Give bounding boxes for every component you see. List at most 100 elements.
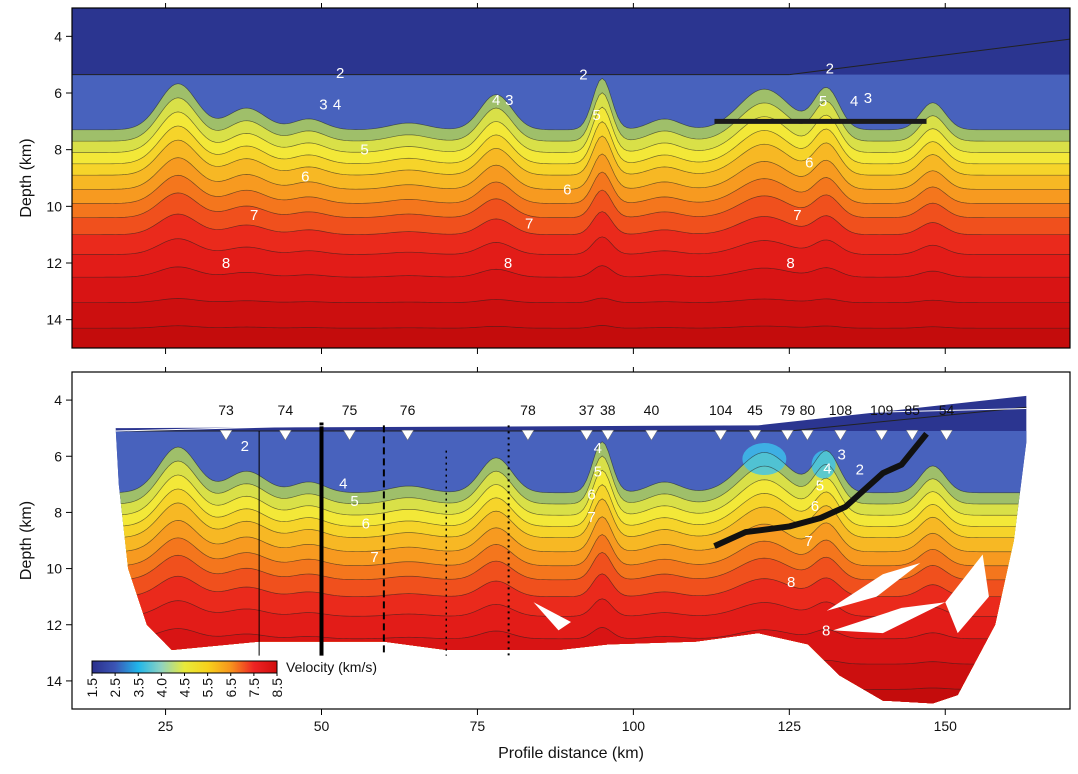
contour-label: 3 — [838, 447, 846, 464]
colorbar-tick-label: 6.5 — [223, 678, 239, 698]
contour-line — [72, 236, 1070, 255]
colorbar-tick-label: 8.5 — [269, 678, 285, 698]
station-marker — [601, 429, 615, 441]
contour-label: 6 — [811, 498, 819, 515]
station-label: 109 — [870, 402, 894, 418]
contour-label: 4 — [339, 475, 347, 492]
x-tick-label: 150 — [934, 718, 958, 734]
contour-label: 4 — [823, 461, 831, 478]
station-marker — [278, 429, 292, 441]
plot-frame — [71, 7, 1071, 349]
contour-label: 5 — [819, 93, 827, 110]
contour-label: 8 — [504, 255, 512, 272]
plot-frame — [71, 371, 1071, 710]
colorbar-label: Velocity (km/s) — [286, 659, 377, 675]
ray-gap — [832, 602, 946, 634]
contour-line — [115, 534, 1027, 567]
contour-label: 6 — [362, 516, 370, 533]
x-tick-label: 50 — [314, 718, 330, 734]
ray-gap — [945, 554, 989, 634]
station-marker — [714, 429, 728, 441]
contour-label: 2 — [856, 461, 864, 478]
y-axis-label: Depth (km) — [18, 501, 35, 580]
y-tick-label: 4 — [54, 28, 62, 44]
contour-label: 4 — [492, 92, 500, 109]
contour-label: 2 — [241, 438, 249, 455]
contour-line — [72, 297, 1070, 304]
station-marker — [905, 429, 919, 441]
contour-label: 8 — [822, 622, 830, 639]
sea-floor-line — [789, 38, 1070, 76]
contour-line — [115, 573, 1027, 598]
contour-label: 5 — [816, 477, 824, 494]
station-marker — [748, 429, 762, 441]
x-axis-label: Profile distance (km) — [498, 745, 644, 762]
contour-label: 2 — [336, 65, 344, 82]
contour-label: 6 — [587, 486, 595, 503]
y-tick-label: 14 — [46, 673, 62, 689]
contour-label: 8 — [786, 255, 794, 272]
contour-line — [72, 92, 1070, 142]
station-marker — [875, 429, 889, 441]
contour-label: 4 — [333, 96, 341, 113]
contour-label: 7 — [587, 509, 595, 526]
station-marker — [401, 429, 415, 441]
colorbar-tick-label: 2.5 — [107, 678, 123, 698]
contour-label: 7 — [804, 533, 812, 550]
contour-line — [115, 441, 1027, 494]
contour-line — [115, 551, 1027, 581]
y-tick-label: 14 — [46, 312, 62, 328]
contour-line — [72, 325, 1070, 329]
station-label: 45 — [747, 402, 763, 418]
y-tick-label: 4 — [54, 392, 62, 408]
colorbar-tick-label: 5.5 — [200, 678, 216, 698]
contour-line — [72, 189, 1070, 219]
station-marker — [219, 429, 233, 441]
contour-label: 4 — [850, 93, 858, 110]
station-marker — [834, 429, 847, 441]
station-marker — [521, 429, 535, 441]
contour-line — [115, 455, 1027, 505]
colorbar-tick-label: 3.5 — [130, 678, 146, 698]
station-marker — [645, 429, 658, 441]
y-tick-label: 12 — [46, 617, 62, 633]
station-label: 75 — [342, 402, 358, 418]
station-label: 54 — [939, 402, 955, 418]
contour-line — [72, 211, 1070, 236]
station-label: 85 — [904, 402, 920, 418]
ray-gap — [533, 602, 571, 631]
colorbar-tick-label: 4.0 — [153, 678, 169, 698]
contour-line — [72, 171, 1070, 204]
station-label: 108 — [829, 402, 853, 418]
colorbar-tick-label: 7.5 — [246, 678, 262, 698]
fault-trace — [713, 431, 929, 549]
contour-label: 5 — [350, 493, 358, 510]
contour-line — [72, 121, 1070, 165]
velocity-band — [115, 686, 1027, 704]
contour-line — [72, 265, 1070, 278]
station-label: 104 — [709, 402, 733, 418]
station-label: 78 — [520, 402, 536, 418]
station-marker — [780, 429, 794, 441]
x-tick-label: 25 — [158, 718, 174, 734]
contour-label: 8 — [222, 255, 230, 272]
y-tick-label: 12 — [46, 255, 62, 271]
contour-line — [72, 135, 1070, 176]
contour-line — [72, 106, 1070, 153]
station-label: 40 — [644, 402, 660, 418]
contour-label: 7 — [793, 207, 801, 224]
station-label: 76 — [400, 402, 416, 418]
station-label: 79 — [780, 402, 796, 418]
contour-label: 5 — [360, 142, 368, 159]
station-marker — [580, 429, 594, 441]
contour-label: 8 — [787, 574, 795, 591]
contour-line — [72, 153, 1070, 190]
contour-label: 2 — [826, 61, 834, 78]
velocity-band — [72, 325, 1070, 348]
y-tick-label: 8 — [54, 504, 62, 520]
contour-line — [115, 469, 1027, 516]
contour-label: 2 — [579, 67, 587, 84]
colorbar-tick-label: 1.5 — [84, 678, 100, 698]
